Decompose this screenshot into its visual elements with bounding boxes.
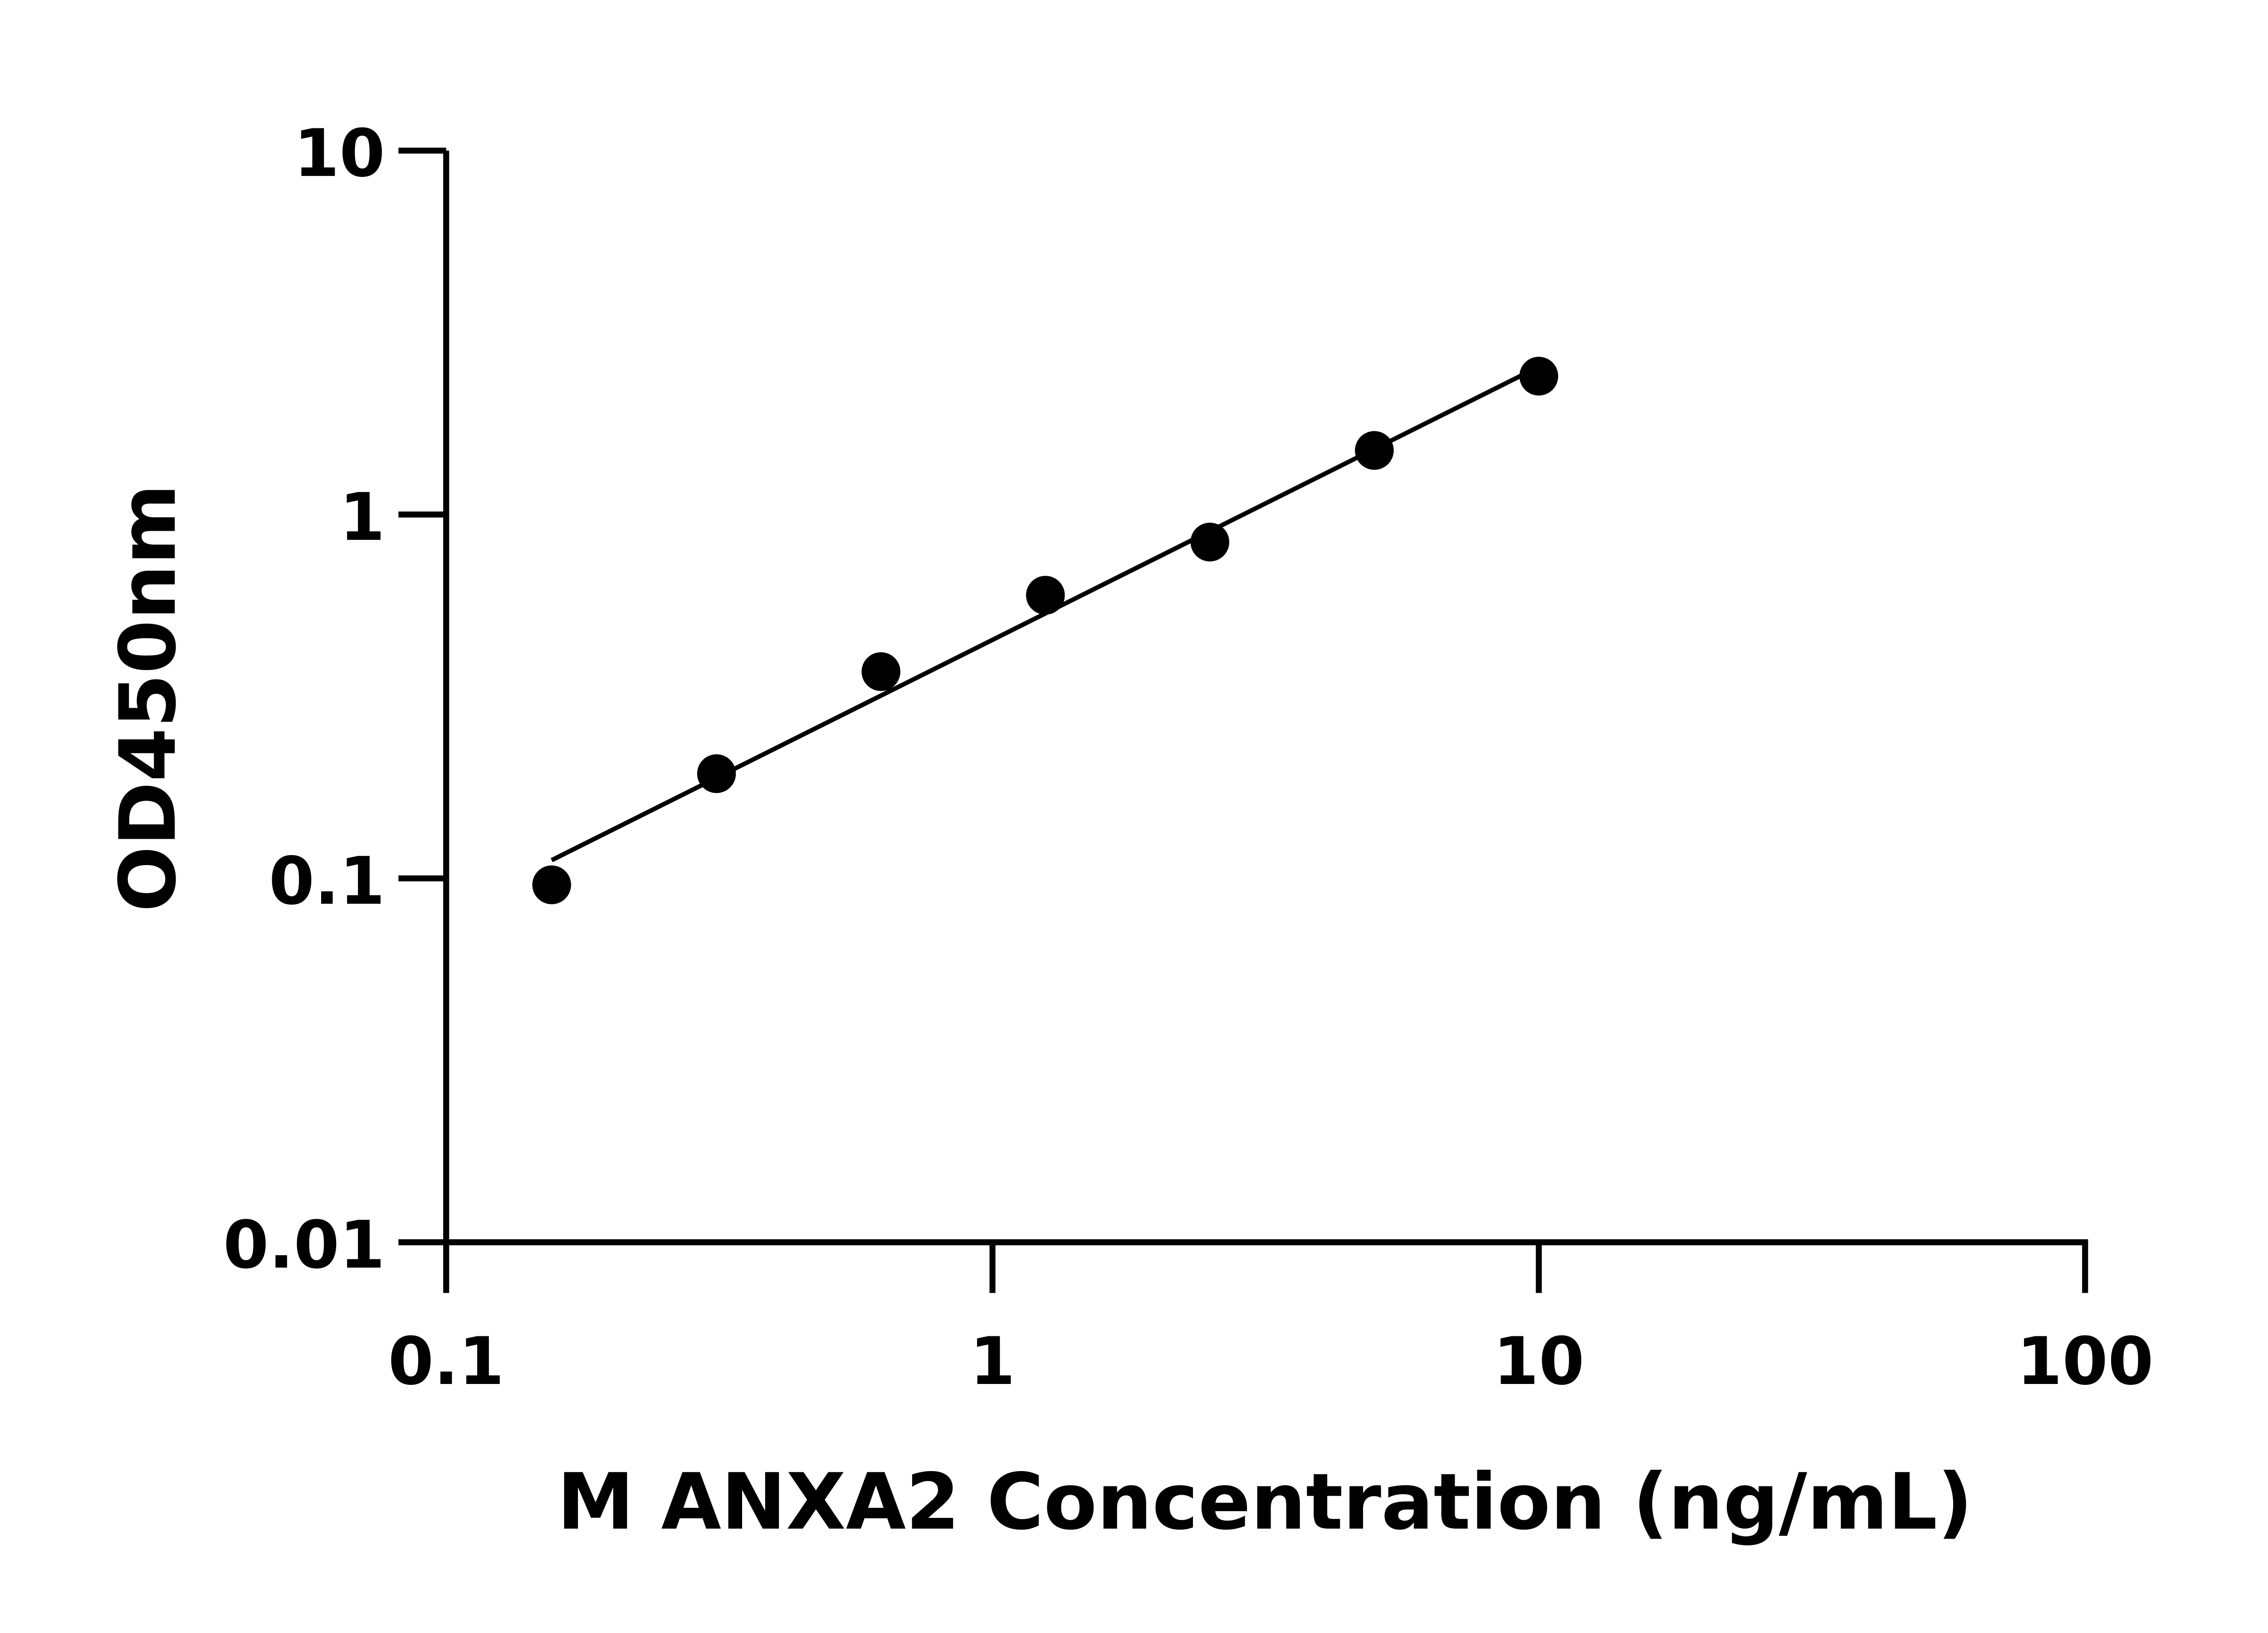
data-point (697, 754, 736, 793)
x-tick-label: 1 (970, 1324, 1016, 1400)
data-point (1519, 357, 1559, 396)
y-tick-label: 0.1 (269, 843, 385, 919)
y-tick-label: 0.01 (223, 1208, 385, 1284)
data-point (532, 865, 571, 905)
y-axis-label: OD450nm (103, 484, 193, 912)
x-tick-label: 100 (2017, 1324, 2154, 1400)
x-tick-label: 10 (1493, 1324, 1584, 1400)
x-tick-label: 0.1 (388, 1324, 504, 1400)
data-marks (532, 357, 1559, 905)
data-point (1026, 576, 1065, 615)
data-point (1355, 431, 1394, 470)
data-point (861, 652, 900, 691)
y-tick-label: 1 (339, 479, 385, 556)
y-tick-label: 10 (294, 116, 385, 192)
x-axis-label: M ANXA2 Concentration (ng/mL) (557, 1457, 1973, 1547)
data-point (1190, 523, 1230, 562)
